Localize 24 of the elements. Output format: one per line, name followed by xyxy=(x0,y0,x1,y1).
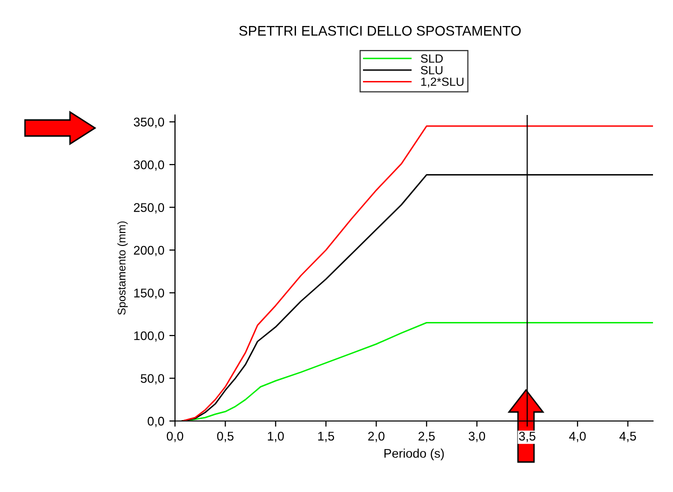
x-tick-label: 1,0 xyxy=(268,432,284,442)
x-tick-label: 0,0 xyxy=(166,432,184,442)
x-tick-label: 4,5 xyxy=(619,432,636,442)
x-tick-label: 2,5 xyxy=(418,432,435,442)
x-tick-label: 2,0 xyxy=(368,432,384,442)
y-tick-label: 200,0 xyxy=(134,246,164,256)
y-axis-title: Spostamento (mm) xyxy=(117,221,128,315)
y-tick-label: 350,0 xyxy=(134,118,164,128)
legend-label: 1,2*SLU xyxy=(421,78,464,88)
x-tick-label: 1,5 xyxy=(318,432,334,442)
x-axis-title: Periodo (s) xyxy=(384,448,444,460)
chart-title: SPETTRI ELASTICI DELLO SPOSTAMENTO xyxy=(239,26,521,36)
y-tick-label: 250,0 xyxy=(134,203,164,214)
legend-label: SLU xyxy=(420,66,442,74)
y-tick-label: 150,0 xyxy=(134,288,164,299)
y-tick-label: 0,0 xyxy=(148,416,164,428)
legend-label: SLD xyxy=(420,54,443,63)
y-tick-label: 50,0 xyxy=(140,374,164,384)
x-tick-label: 0,5 xyxy=(217,432,234,442)
y-tick-label: 300,0 xyxy=(134,160,164,171)
x-tick-label: 4,0 xyxy=(569,432,586,442)
y-tick-label: 100,0 xyxy=(134,331,164,342)
x-tick-label: 3,0 xyxy=(468,432,486,442)
x-tick-label: 3,5 xyxy=(519,432,536,442)
